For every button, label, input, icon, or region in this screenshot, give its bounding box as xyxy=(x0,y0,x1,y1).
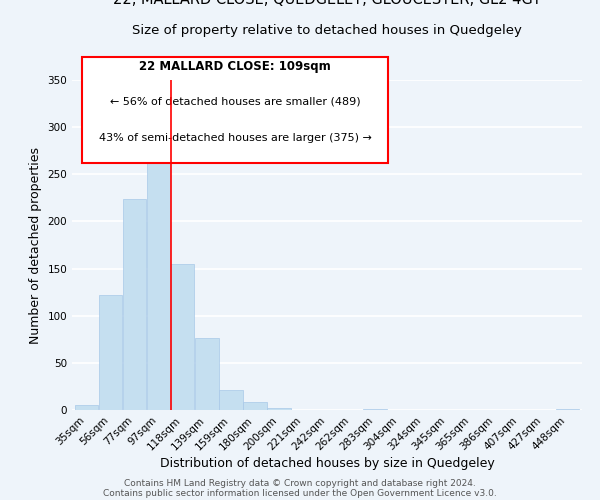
Text: ← 56% of detached houses are smaller (489): ← 56% of detached houses are smaller (48… xyxy=(110,96,361,106)
Text: 43% of semi-detached houses are larger (375) →: 43% of semi-detached houses are larger (… xyxy=(99,133,371,143)
Bar xyxy=(99,295,122,410)
Text: 22, MALLARD CLOSE, QUEDGELEY, GLOUCESTER, GL2 4GT: 22, MALLARD CLOSE, QUEDGELEY, GLOUCESTER… xyxy=(113,0,541,8)
Bar xyxy=(171,264,194,410)
X-axis label: Distribution of detached houses by size in Quedgeley: Distribution of detached houses by size … xyxy=(160,458,494,470)
Bar xyxy=(267,408,290,410)
FancyBboxPatch shape xyxy=(82,57,388,162)
Bar xyxy=(195,338,218,410)
Bar xyxy=(147,163,170,410)
Bar xyxy=(123,199,146,410)
Bar xyxy=(243,402,266,410)
Bar xyxy=(364,409,387,410)
Y-axis label: Number of detached properties: Number of detached properties xyxy=(29,146,42,344)
Text: Contains public sector information licensed under the Open Government Licence v3: Contains public sector information licen… xyxy=(103,488,497,498)
Text: Contains HM Land Registry data © Crown copyright and database right 2024.: Contains HM Land Registry data © Crown c… xyxy=(124,478,476,488)
Bar xyxy=(556,409,580,410)
Text: 22 MALLARD CLOSE: 109sqm: 22 MALLARD CLOSE: 109sqm xyxy=(139,60,331,73)
Bar xyxy=(219,390,242,410)
Bar xyxy=(74,406,98,410)
Text: Size of property relative to detached houses in Quedgeley: Size of property relative to detached ho… xyxy=(132,24,522,37)
